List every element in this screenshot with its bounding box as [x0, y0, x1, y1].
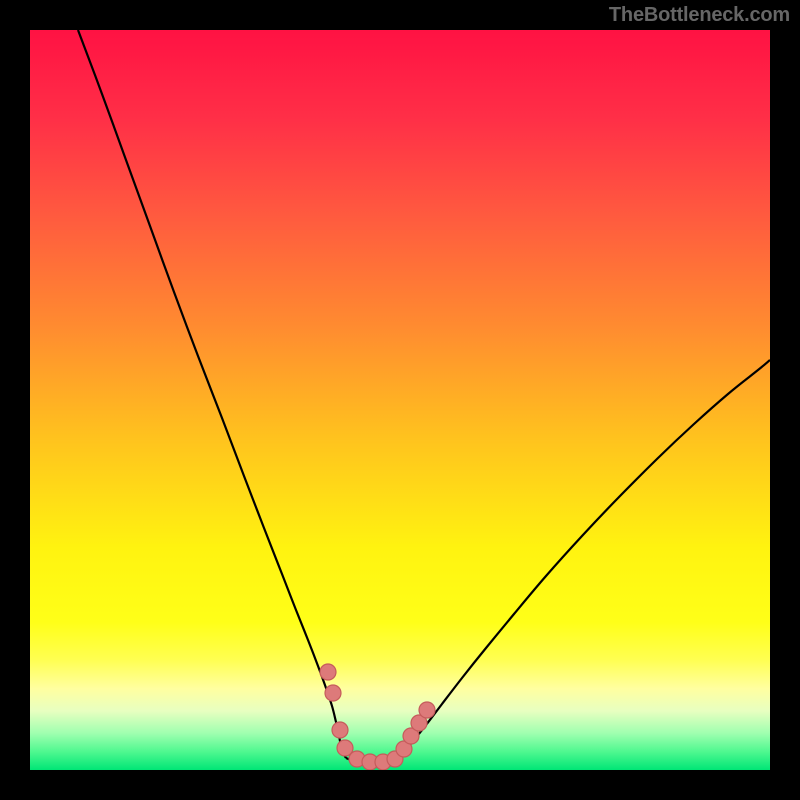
plot-area	[30, 30, 770, 770]
data-marker	[332, 722, 348, 738]
data-marker	[320, 664, 336, 680]
chart-frame: TheBottleneck.com	[0, 0, 800, 800]
gradient-background	[30, 30, 770, 770]
data-marker	[325, 685, 341, 701]
data-marker	[419, 702, 435, 718]
watermark-text: TheBottleneck.com	[609, 4, 790, 27]
bottleneck-chart	[30, 30, 770, 770]
